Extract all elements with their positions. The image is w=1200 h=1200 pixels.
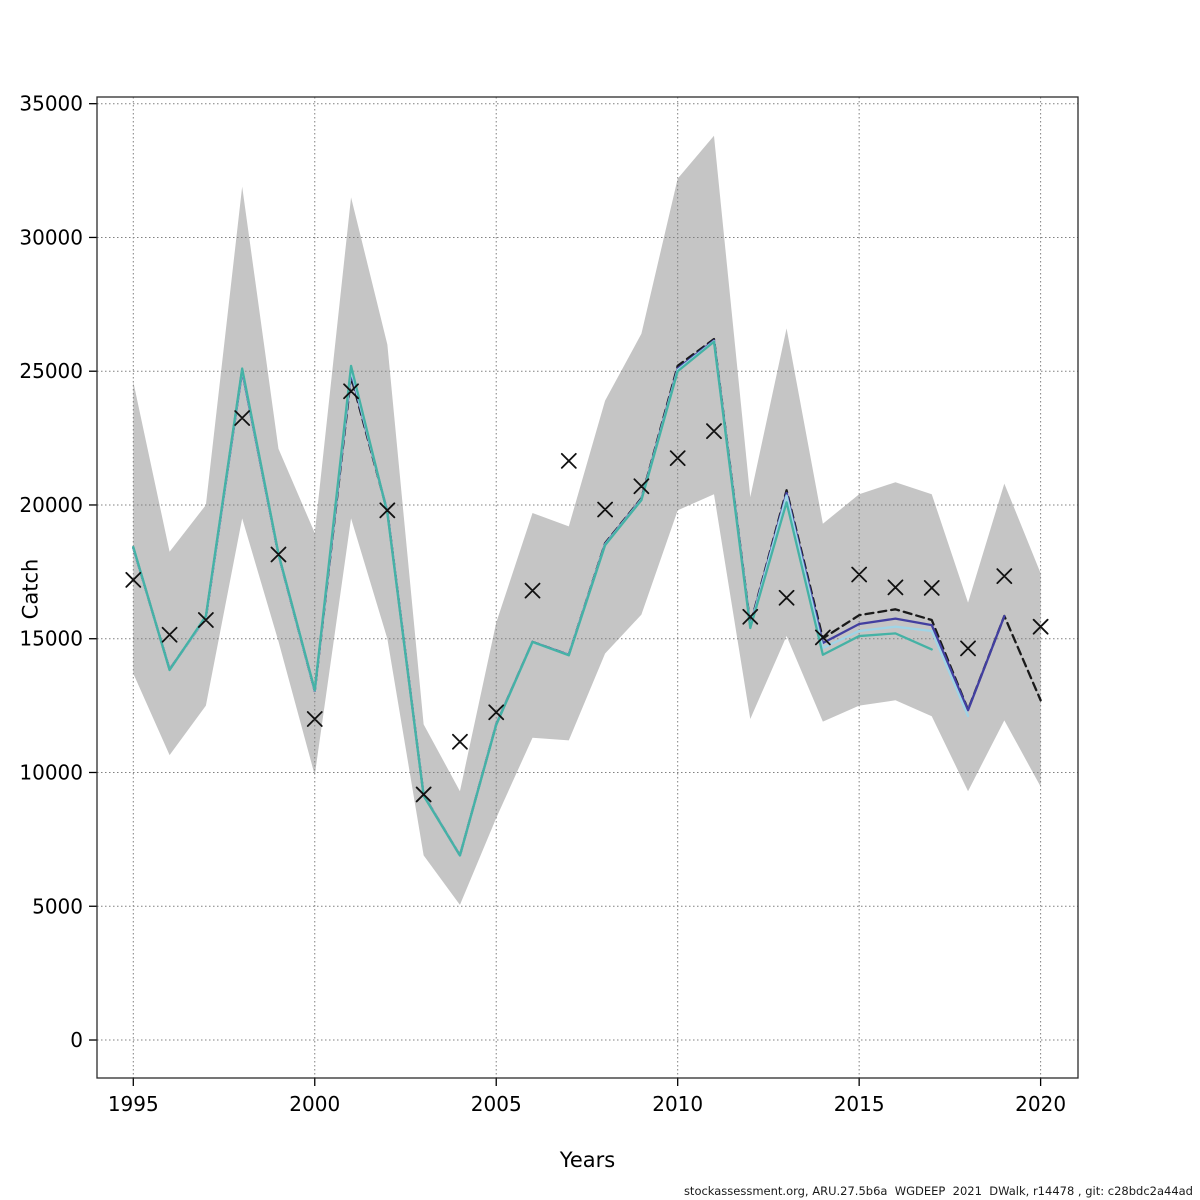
x-tick-label: 2010 — [652, 1092, 703, 1116]
y-tick-label: 15000 — [19, 627, 83, 651]
x-tick-label: 2000 — [289, 1092, 340, 1116]
confidence-band — [133, 135, 1041, 905]
x-axis-label: Years — [559, 1148, 616, 1172]
y-tick-label: 0 — [70, 1028, 83, 1052]
y-tick-label: 20000 — [19, 493, 83, 517]
y-tick-label: 35000 — [19, 92, 83, 116]
caption: stockassessment.org, ARU.27.5b6a WGDEEP … — [683, 1184, 1193, 1198]
x-tick-label: 2005 — [471, 1092, 522, 1116]
series-line-retro-peel-2017 — [132, 340, 933, 857]
observation-markers — [125, 383, 1049, 803]
y-axis-label: Catch — [18, 558, 43, 620]
x-tick-label: 1995 — [108, 1092, 159, 1116]
plot-border — [96, 96, 1079, 1079]
x-tick-label: 2020 — [1015, 1092, 1066, 1116]
y-tick-label: 5000 — [32, 894, 83, 918]
y-tick-label: 30000 — [19, 225, 83, 249]
y-tick-label: 25000 — [19, 359, 83, 383]
y-tick-label: 10000 — [19, 760, 83, 784]
x-tick-label: 2015 — [834, 1092, 885, 1116]
